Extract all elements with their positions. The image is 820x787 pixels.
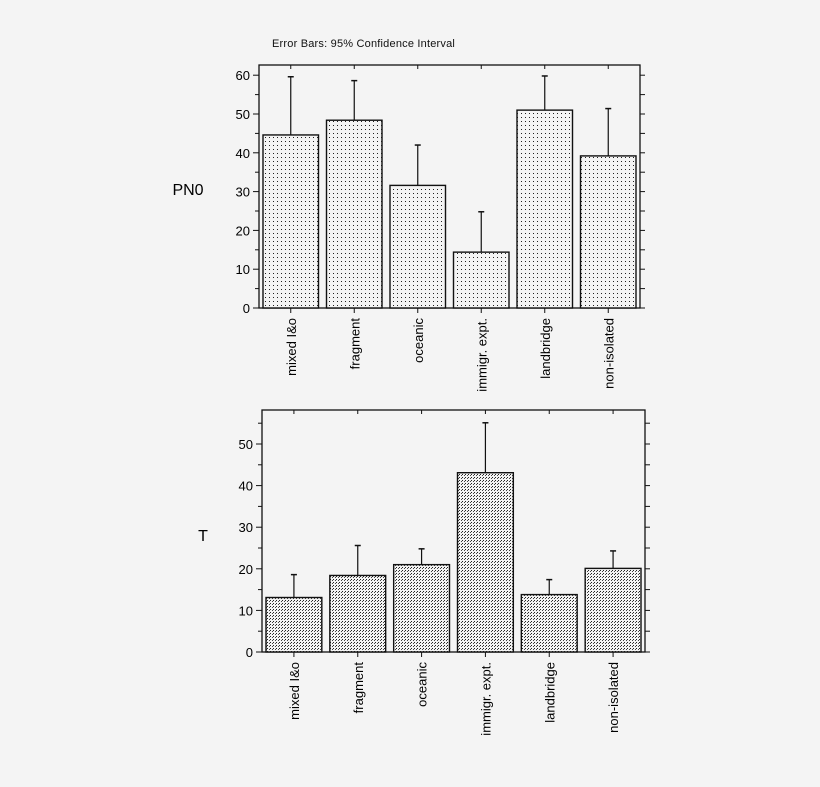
y-tick-label: 40 xyxy=(239,479,253,494)
bar xyxy=(579,155,637,309)
y-tick-label: 0 xyxy=(243,301,250,316)
x-category-label: landbridge xyxy=(538,318,553,379)
y-tick-label: 20 xyxy=(236,223,250,238)
x-category-label: non-isolated xyxy=(601,318,616,389)
error-bar-note: Error Bars: 95% Confidence Interval xyxy=(272,38,456,50)
x-category-label: oceanic xyxy=(411,318,426,363)
bar xyxy=(392,563,451,653)
y-axis-label: T xyxy=(198,528,208,545)
bar xyxy=(456,472,515,653)
x-category-label: immigr. expt. xyxy=(478,662,493,736)
y-tick-label: 60 xyxy=(236,68,250,83)
x-category-label: mixed I&o xyxy=(287,662,302,720)
x-category-label: landbridge xyxy=(542,662,557,723)
x-category-label: fragment xyxy=(351,662,366,714)
bar xyxy=(516,109,574,309)
y-tick-label: 0 xyxy=(246,645,253,660)
bar xyxy=(520,593,578,653)
plot-frame xyxy=(258,64,641,309)
bar xyxy=(584,567,642,653)
y-tick-label: 50 xyxy=(239,437,253,452)
y-tick-label: 30 xyxy=(239,520,253,535)
bar xyxy=(325,119,383,309)
y-tick-label: 10 xyxy=(239,603,253,618)
bar xyxy=(329,574,387,653)
y-tick-label: 10 xyxy=(236,262,250,277)
y-tick-label: 50 xyxy=(236,107,250,122)
y-axis-label: PN0 xyxy=(172,182,203,199)
x-category-label: oceanic xyxy=(415,662,430,707)
y-tick-label: 20 xyxy=(239,562,253,577)
bar xyxy=(265,596,323,653)
x-category-label: immigr. expt. xyxy=(474,318,489,392)
x-category-label: mixed I&o xyxy=(284,318,299,376)
bar xyxy=(262,134,320,309)
y-tick-label: 30 xyxy=(236,185,250,200)
y-tick-label: 40 xyxy=(236,146,250,161)
pn0-chart: 0 10 20 30 40 50 60 PN0 mixed I&o fragment oceanic… xyxy=(172,64,645,392)
x-category-label: non-isolated xyxy=(606,662,621,733)
x-category-label: fragment xyxy=(347,318,362,370)
bar xyxy=(389,184,447,309)
bar xyxy=(452,251,510,309)
plot-frame xyxy=(261,409,646,653)
